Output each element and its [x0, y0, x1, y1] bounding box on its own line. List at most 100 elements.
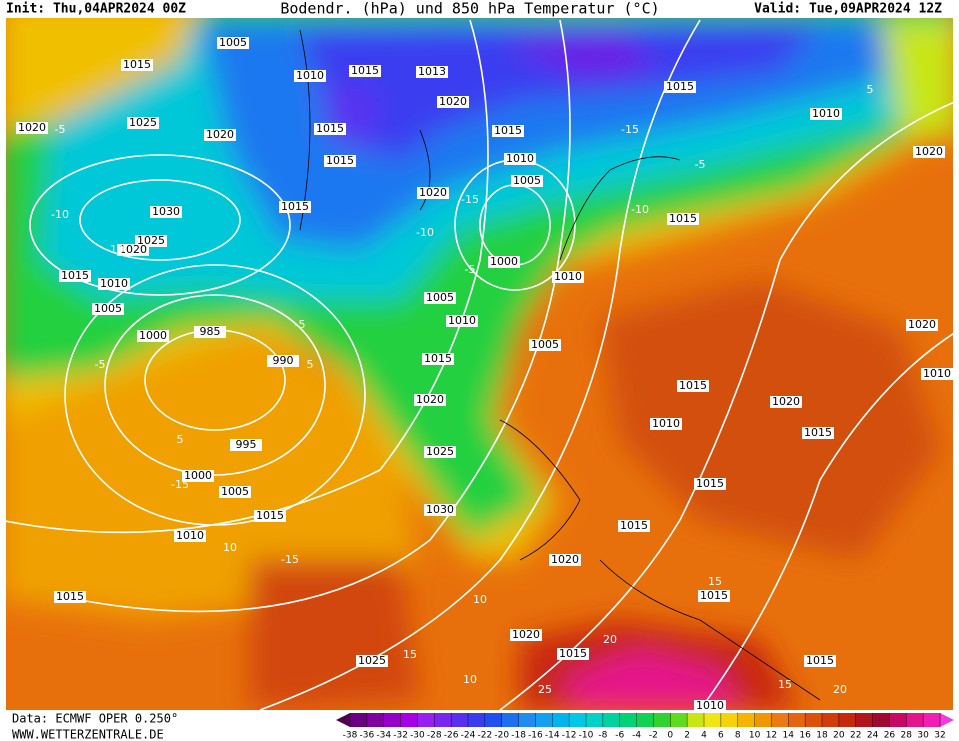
isobar-label-box — [414, 394, 446, 406]
colorbar-tick-label: 26 — [884, 731, 896, 741]
isobar-label: 1010 — [446, 314, 478, 327]
colorbar: -38 -36 -34 -32 -30 -28 -26 -24 -22 -20 -18 -16 -14-… — [336, 713, 954, 741]
isobar-label-box — [294, 70, 326, 82]
colorbar-swatch — [872, 713, 890, 727]
colorbar-tick-label: -10 — [579, 731, 594, 741]
colorbar-tick-label: -14 — [545, 731, 560, 741]
isobar-label: 1010 — [650, 417, 682, 430]
colorbar-tick-label: -8 — [598, 731, 607, 741]
isobar-label: 995 — [230, 438, 262, 451]
isobar-label: 1005 — [424, 291, 456, 304]
colorbar-tick-label: 14 — [783, 731, 795, 741]
isotherm-label: -15 — [281, 553, 299, 566]
isobar-label-box — [314, 123, 346, 135]
isobar-label-text: 1020 — [419, 186, 447, 199]
colorbar-swatch — [552, 713, 570, 727]
isobar-label: 1030 — [150, 205, 182, 218]
isobar-label: 1020 — [414, 393, 446, 406]
isobar-label: 1015 — [667, 212, 699, 225]
isobar-label-box — [54, 591, 86, 603]
isobar-label: 1010 — [694, 699, 726, 712]
isobar-label: 1005 — [219, 485, 251, 498]
isobar-label-text: 1015 — [56, 590, 84, 603]
isobar-label-box — [510, 629, 542, 641]
isobar-label: 1015 — [698, 589, 730, 602]
isobar-label-text: 1015 — [351, 64, 379, 77]
isobar-label: 1010 — [810, 107, 842, 120]
colorbar-swatch — [771, 713, 789, 727]
colorbar-swatch — [805, 713, 823, 727]
isobar-label-box — [150, 206, 182, 218]
colorbar-tick-label: -22 — [478, 731, 493, 741]
isobar-label: 1015 — [694, 477, 726, 490]
isobar-label-text: 1015 — [620, 519, 648, 532]
isobar-label-text: 1000 — [490, 255, 518, 268]
isobar-label: 1015 — [422, 352, 454, 365]
isobar-label: 1010 — [98, 277, 130, 290]
isobar-label-text: 1015 — [123, 58, 151, 71]
colorbar-tick-label: 16 — [799, 731, 811, 741]
isotherm-label: -15 — [171, 478, 189, 491]
website: WWW.WETTERZENTRALE.DE — [12, 728, 164, 741]
isotherm-label: -10 — [51, 208, 69, 221]
colorbar-swatch — [704, 713, 722, 727]
colorbar-swatch — [518, 713, 536, 727]
isobar-label: 1005 — [217, 36, 249, 49]
isobar-label-text: 1020 — [119, 243, 147, 256]
isotherm-label: 15 — [778, 678, 792, 691]
isotherm-label: 5 — [177, 433, 184, 446]
isobar-label: 1020 — [16, 121, 48, 134]
isobar-label-text: 1005 — [426, 291, 454, 304]
isobar-label-text: 990 — [273, 354, 294, 367]
isobar-label-box — [424, 292, 456, 304]
isobar-label: 985 — [194, 325, 226, 338]
isobar-label: 1015 — [254, 509, 286, 522]
colorbar-tick-label: -24 — [461, 731, 476, 741]
colorbar-swatch — [535, 713, 553, 727]
isobar-label: 1000 — [137, 329, 169, 342]
isobar-label: 1020 — [437, 95, 469, 108]
colorbar-swatch — [602, 713, 621, 727]
colorbar-tick-label: 12 — [766, 731, 777, 741]
isobar-label-text: 1015 — [700, 589, 728, 602]
isotherm-label: 15 — [708, 575, 722, 588]
isobar-label: 1015 — [279, 200, 311, 213]
isobar-label-text: 1015 — [326, 154, 354, 167]
isobar-label-box — [416, 66, 448, 78]
isobar-label-box — [770, 396, 802, 408]
isobar-label-box — [492, 125, 524, 137]
isobar-label-text: 1010 — [506, 152, 534, 165]
isobar-label-text: 1025 — [358, 654, 386, 667]
colorbar-swatch — [923, 713, 941, 727]
isobar-label-text: 1025 — [137, 234, 165, 247]
isobar-label-text: 1000 — [139, 329, 167, 342]
isobar-label: 1005 — [92, 302, 124, 315]
isobar-label: 1020 — [510, 628, 542, 641]
isobar-label-text: 1020 — [439, 95, 467, 108]
colorbar-tick-label: -26 — [444, 731, 459, 741]
isobar-label-box — [194, 326, 226, 338]
isotherm-label: 20 — [833, 683, 847, 696]
isobar-label-box — [488, 256, 520, 268]
isobar-label-text: 1015 — [806, 654, 834, 667]
isobar-label: 1020 — [906, 318, 938, 331]
colorbar-swatch — [434, 713, 452, 727]
isobar-label-box — [424, 446, 456, 458]
colorbar-tick-label: -16 — [528, 731, 543, 741]
map-title: Bodendr. (hPa) und 850 hPa Temperatur (°… — [280, 0, 659, 18]
colorbar-tick-label: 4 — [701, 731, 707, 741]
isobar-label-text: 1010 — [296, 69, 324, 82]
isobar-label-box — [667, 213, 699, 225]
isobar-label-text: 1010 — [176, 529, 204, 542]
colorbar-swatch — [366, 713, 385, 727]
colorbar-swatch — [400, 713, 418, 727]
isobar-label-box — [437, 96, 469, 108]
colorbar-tick-label: -28 — [427, 731, 442, 741]
isobar-label-box — [422, 353, 454, 365]
isobar-label: 1015 — [618, 519, 650, 532]
isobar-label-box — [810, 108, 842, 120]
isotherm-label: -15 — [621, 123, 639, 136]
isobar-label-box — [267, 355, 299, 367]
isobar-label-box — [694, 700, 726, 712]
isobar-label-box — [59, 270, 91, 282]
